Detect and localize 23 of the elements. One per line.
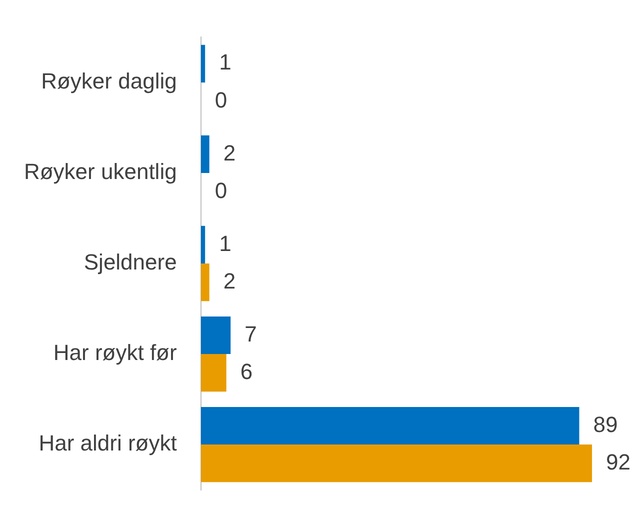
data-label: 0 bbox=[214, 178, 228, 203]
y-tick-label: Har røykt før bbox=[53, 340, 177, 366]
bar bbox=[200, 226, 206, 264]
y-tick-label: Sjeldnere bbox=[84, 250, 177, 275]
bar bbox=[200, 264, 210, 302]
data-label: 6 bbox=[240, 358, 253, 384]
data-label: 2 bbox=[223, 140, 236, 166]
bar bbox=[200, 406, 580, 445]
data-label: 0 bbox=[214, 87, 228, 112]
data-label: 1 bbox=[219, 230, 232, 256]
y-tick-label: Røyker daglig bbox=[41, 68, 177, 94]
bar bbox=[200, 135, 210, 173]
bar bbox=[200, 354, 226, 392]
data-label: 7 bbox=[244, 321, 257, 346]
y-tick-label: Har aldri røykt bbox=[38, 430, 177, 456]
y-tick-label: Røyker ukentlig bbox=[24, 159, 177, 184]
bar bbox=[200, 316, 231, 354]
data-label: 92 bbox=[606, 449, 630, 474]
bar bbox=[200, 444, 592, 482]
data-label: 89 bbox=[593, 412, 618, 437]
data-label: 2 bbox=[223, 268, 236, 294]
bar bbox=[200, 44, 206, 82]
data-label: 1 bbox=[219, 50, 232, 75]
